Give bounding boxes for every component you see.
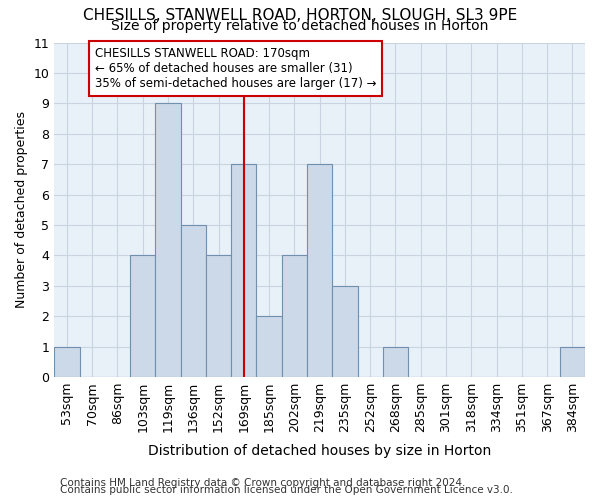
Bar xyxy=(54,346,80,377)
Bar xyxy=(256,316,282,377)
Bar xyxy=(130,256,155,377)
Bar xyxy=(560,346,585,377)
Text: Size of property relative to detached houses in Horton: Size of property relative to detached ho… xyxy=(112,19,488,33)
Bar xyxy=(155,104,181,377)
X-axis label: Distribution of detached houses by size in Horton: Distribution of detached houses by size … xyxy=(148,444,491,458)
Text: Contains HM Land Registry data © Crown copyright and database right 2024.: Contains HM Land Registry data © Crown c… xyxy=(60,478,466,488)
Bar xyxy=(282,256,307,377)
Bar xyxy=(181,225,206,377)
Text: Contains public sector information licensed under the Open Government Licence v3: Contains public sector information licen… xyxy=(60,485,513,495)
Bar xyxy=(231,164,256,377)
Y-axis label: Number of detached properties: Number of detached properties xyxy=(15,112,28,308)
Text: CHESILLS STANWELL ROAD: 170sqm
← 65% of detached houses are smaller (31)
35% of : CHESILLS STANWELL ROAD: 170sqm ← 65% of … xyxy=(95,47,376,90)
Bar xyxy=(307,164,332,377)
Bar xyxy=(332,286,358,377)
Text: CHESILLS, STANWELL ROAD, HORTON, SLOUGH, SL3 9PE: CHESILLS, STANWELL ROAD, HORTON, SLOUGH,… xyxy=(83,8,517,22)
Bar xyxy=(206,256,231,377)
Bar xyxy=(383,346,408,377)
